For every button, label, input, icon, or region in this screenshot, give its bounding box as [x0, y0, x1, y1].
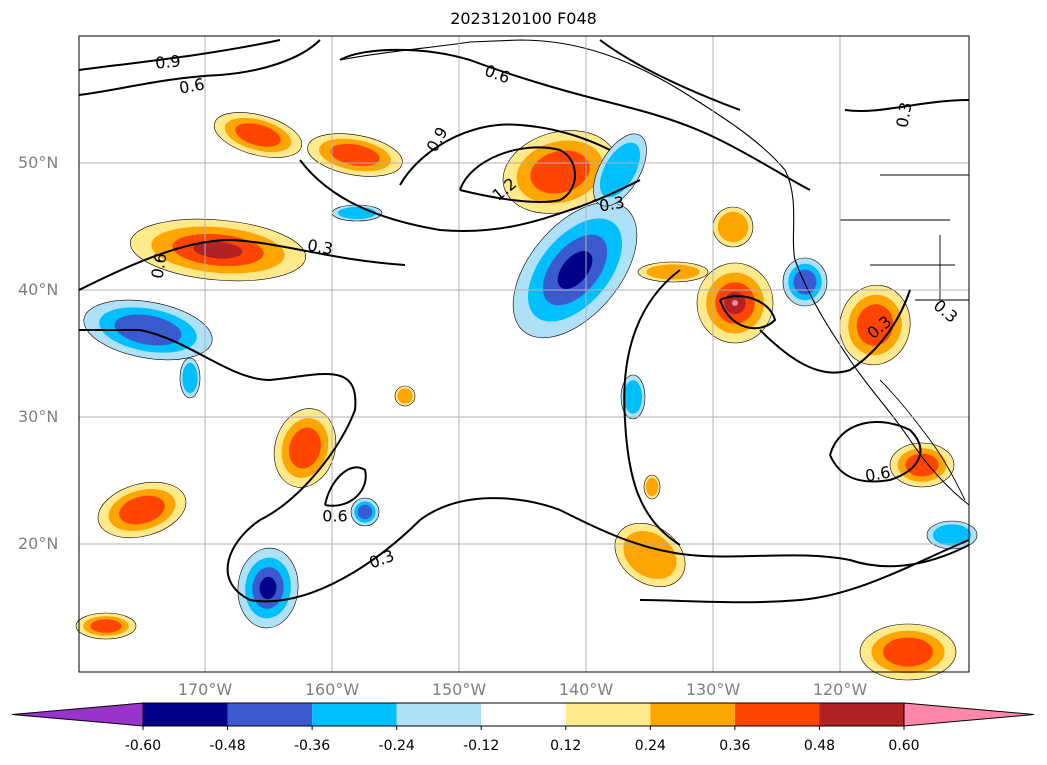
anomaly-fill-region — [235, 123, 281, 147]
colorbar-segment — [481, 703, 566, 726]
latitude-label: 30°N — [18, 407, 59, 426]
contour-label: 0.3 — [306, 235, 334, 258]
anomaly-fill-region — [645, 477, 659, 497]
contour-lines — [78, 39, 970, 604]
longitude-label: 160°W — [304, 680, 360, 699]
contour-label: 0.3 — [892, 101, 915, 129]
colorbar-segment — [312, 703, 397, 726]
latitude-label: 20°N — [18, 534, 59, 553]
contour-line — [78, 39, 281, 71]
colorbar-tick-label: -0.12 — [463, 738, 500, 754]
contour-label: 0.6 — [482, 61, 512, 88]
contour-line — [299, 159, 641, 232]
contour-label: 0.3 — [598, 192, 626, 215]
anomaly-fill-region — [717, 211, 749, 243]
coastline — [339, 39, 970, 506]
contour-label: 0.6 — [147, 252, 170, 280]
contour-label: 0.6 — [864, 462, 892, 485]
colorbar-tick-label: -0.24 — [378, 738, 415, 754]
contour-line — [324, 466, 367, 507]
map-frame — [78, 35, 970, 673]
longitude-label: 170°W — [177, 680, 233, 699]
anomaly-fill-region — [557, 251, 593, 289]
contour-line — [719, 295, 777, 330]
contour-line — [339, 48, 811, 191]
colorbar-segment — [227, 703, 313, 726]
anomaly-fill-region — [288, 427, 322, 469]
longitude-label: 140°W — [558, 680, 614, 699]
anomaly-fill-region — [182, 362, 198, 394]
anomaly-fill-region — [883, 637, 933, 667]
anomaly-fill-region — [856, 304, 894, 346]
contour-label: 0.9 — [423, 124, 452, 156]
colorbar-tick-label: 0.60 — [888, 738, 920, 754]
colorbar-tick-label: -0.60 — [124, 738, 162, 754]
latitude-label: 50°N — [18, 153, 59, 172]
colorbar-tick-label: -0.48 — [209, 738, 246, 754]
anomaly-fill-region — [193, 241, 243, 259]
contour-line — [79, 329, 970, 603]
longitude-label: 120°W — [812, 680, 868, 699]
colorbar-segment — [143, 703, 228, 726]
anomaly-fill-region — [599, 142, 641, 198]
contour-line — [759, 289, 911, 374]
state-borders — [840, 174, 969, 301]
colorbar-segment — [565, 703, 651, 726]
anomaly-fill-region — [623, 380, 643, 414]
contour-line — [829, 421, 922, 483]
colorbar-tick-label: 0.24 — [634, 738, 666, 754]
anomaly-fill-region — [330, 143, 380, 167]
colorbar-segment — [396, 703, 482, 726]
anomaly-fill-region — [357, 504, 373, 520]
anomaly-fill-region — [119, 495, 165, 525]
anomaly-fill-region — [905, 453, 939, 477]
contour-label: 0.6 — [178, 74, 206, 97]
contour-label: 0.9 — [154, 51, 181, 72]
latitude-label: 40°N — [18, 280, 59, 299]
longitude-label: 150°W — [431, 680, 487, 699]
anomaly-fills — [75, 112, 978, 681]
baja-peninsula — [879, 379, 966, 501]
anomaly-fill-region — [933, 524, 971, 546]
contour-line — [399, 123, 611, 186]
contour-label: 0.3 — [366, 546, 396, 573]
colorbar — [11, 702, 1035, 730]
colorbar-left-arrow — [11, 702, 144, 727]
colorbar-tick-label: -0.36 — [293, 738, 331, 754]
map-title: 2023120100 F048 — [450, 9, 597, 28]
colorbar-right-arrow — [903, 702, 1035, 727]
contour-line — [844, 99, 970, 112]
contour-line — [78, 39, 321, 96]
contour-line — [459, 146, 576, 203]
colorbar-segment — [734, 703, 820, 726]
longitude-label: 130°W — [685, 680, 741, 699]
contour-line — [623, 269, 681, 546]
contour-label: 0.6 — [322, 507, 347, 526]
colorbar-tick-label: 0.36 — [719, 738, 751, 754]
contour-line — [78, 238, 406, 291]
colorbar-segment — [819, 703, 904, 726]
anomaly-fill-region — [646, 264, 700, 280]
colorbar-tick-label: 0.12 — [550, 738, 582, 754]
anomaly-fill-region — [259, 576, 277, 600]
contour-line — [639, 539, 970, 604]
anomaly-fill-region — [338, 206, 376, 220]
coastline-west — [339, 39, 970, 506]
colorbar-tick-label: 0.48 — [803, 738, 836, 754]
colorbar-frame — [142, 702, 905, 727]
anomaly-fill-region — [90, 619, 122, 633]
anomaly-fill-region — [793, 269, 817, 295]
graticule — [79, 36, 969, 672]
anomaly-fill-region — [732, 300, 738, 306]
contour-line — [599, 39, 741, 111]
colorbar-segment — [650, 703, 735, 726]
anomaly-fill-region — [397, 388, 413, 404]
